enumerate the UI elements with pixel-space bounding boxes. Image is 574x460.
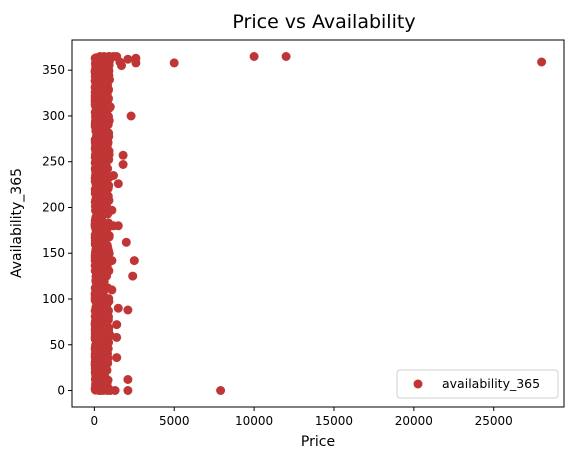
data-point xyxy=(90,201,100,211)
x-tick-label: 15000 xyxy=(315,414,353,428)
x-axis-label: Price xyxy=(301,434,335,450)
data-points xyxy=(90,52,547,395)
legend-marker xyxy=(413,379,423,389)
data-point xyxy=(90,289,100,298)
axis-ticks: 0 5000 10000 15000 20000 25000 0 50 100 150 200 250… xyxy=(42,63,513,428)
data-point xyxy=(104,312,113,322)
data-point xyxy=(123,305,133,315)
legend-label: availability_365 xyxy=(442,376,540,391)
plot-area-frame xyxy=(71,39,565,408)
data-point xyxy=(105,102,115,112)
data-point xyxy=(96,385,106,395)
y-tick-label: 300 xyxy=(42,109,65,123)
data-point xyxy=(95,75,104,85)
data-point xyxy=(109,171,118,180)
data-point xyxy=(126,111,136,121)
x-tick-label: 0 xyxy=(91,414,99,428)
x-tick-label: 25000 xyxy=(475,414,513,428)
y-tick-label: 200 xyxy=(42,200,65,214)
data-point xyxy=(104,146,114,156)
data-point xyxy=(100,239,110,249)
data-point xyxy=(249,52,259,61)
data-point xyxy=(91,112,101,122)
data-point xyxy=(123,54,133,64)
data-point xyxy=(97,134,107,144)
data-point xyxy=(93,338,103,348)
data-point xyxy=(112,353,122,363)
data-point xyxy=(112,52,122,61)
data-point xyxy=(105,331,115,341)
y-tick-label: 150 xyxy=(42,246,65,260)
data-point xyxy=(102,189,112,199)
data-point xyxy=(100,378,109,388)
y-axis-label: Availability_365 xyxy=(9,168,25,278)
legend: availability_365 xyxy=(396,369,559,399)
data-point xyxy=(92,349,102,359)
data-point xyxy=(216,386,226,395)
data-point xyxy=(99,259,109,269)
x-tick-label: 5000 xyxy=(159,414,190,428)
y-tick-label: 100 xyxy=(42,292,65,306)
data-point xyxy=(102,181,111,191)
data-point xyxy=(107,205,117,215)
data-point xyxy=(112,320,122,330)
data-point xyxy=(99,158,109,168)
data-point xyxy=(129,256,139,266)
data-point xyxy=(90,138,100,147)
data-point xyxy=(107,285,117,295)
data-point xyxy=(97,210,106,220)
data-point xyxy=(105,386,115,395)
data-point xyxy=(113,303,123,313)
data-point xyxy=(118,150,128,160)
data-point xyxy=(91,251,101,261)
data-point xyxy=(123,375,133,384)
data-point xyxy=(107,256,117,266)
data-point xyxy=(92,357,102,367)
y-tick-label: 350 xyxy=(42,63,65,77)
chart-title: Price vs Availability xyxy=(232,11,415,33)
data-point xyxy=(123,386,133,395)
data-point xyxy=(91,276,101,286)
data-point xyxy=(90,235,100,245)
data-point xyxy=(103,353,113,363)
data-point xyxy=(93,63,103,73)
data-point xyxy=(97,225,107,235)
data-point xyxy=(97,289,107,299)
x-tick-label: 20000 xyxy=(395,414,433,428)
data-point xyxy=(113,179,123,189)
x-tick-label: 10000 xyxy=(235,414,273,428)
data-point xyxy=(131,58,141,68)
data-point xyxy=(91,369,101,379)
data-point xyxy=(100,69,110,79)
data-point xyxy=(95,313,105,323)
data-point xyxy=(90,99,100,109)
data-point xyxy=(281,52,291,61)
data-point xyxy=(104,94,113,104)
data-point xyxy=(93,87,103,97)
data-point xyxy=(98,107,108,116)
data-point xyxy=(102,231,112,241)
y-tick-label: 50 xyxy=(50,338,65,352)
data-point xyxy=(92,181,102,191)
data-point xyxy=(95,301,105,311)
y-tick-label: 0 xyxy=(57,384,65,398)
data-point xyxy=(93,331,103,341)
y-tick-label: 250 xyxy=(42,155,65,169)
data-point xyxy=(537,57,547,67)
data-point xyxy=(169,58,179,68)
data-point xyxy=(128,271,138,281)
data-point xyxy=(109,221,118,231)
data-point xyxy=(121,237,131,247)
legend-box xyxy=(396,369,559,399)
data-point xyxy=(118,160,128,169)
